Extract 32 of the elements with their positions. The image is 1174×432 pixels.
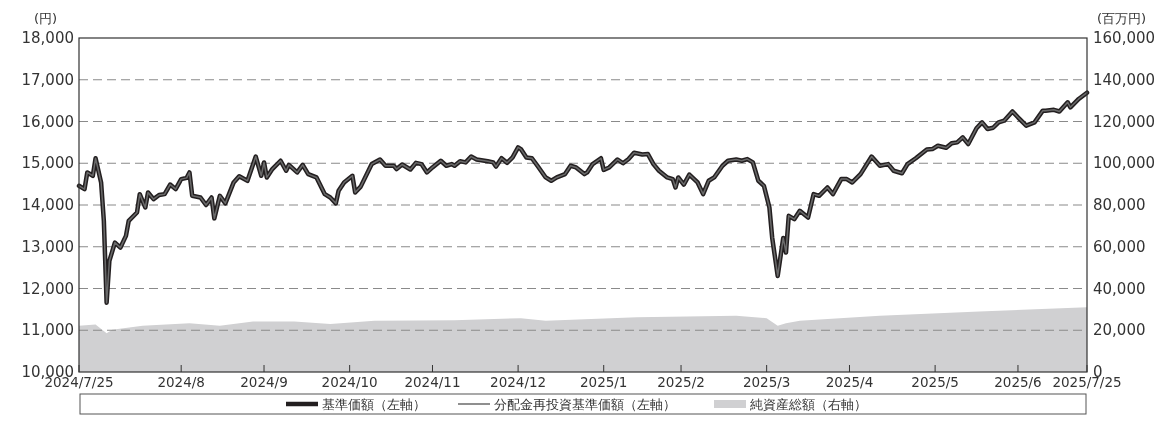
- y-tick-label: 11,000: [21, 321, 74, 340]
- y2-tick-label: 160,000: [1093, 29, 1156, 47]
- legend-label: 基準価額（左軸）: [322, 397, 426, 412]
- x-tick-label: 2025/1: [579, 374, 628, 390]
- y-tick-label: 18,000: [21, 29, 74, 47]
- legend-label: 純資産総額（右軸）: [750, 397, 867, 412]
- y2-tick-label: 140,000: [1093, 70, 1156, 89]
- y2-axis-title: (百万円): [1097, 11, 1147, 26]
- y-tick-label: 14,000: [21, 196, 74, 214]
- x-tick-label: 2024/8: [157, 374, 205, 390]
- y-tick-label: 13,000: [21, 237, 74, 256]
- y-tick-label: 16,000: [21, 112, 74, 131]
- x-tick-label: 2024/10: [321, 374, 378, 390]
- legend-label: 分配金再投資基準価額（左軸）: [494, 397, 676, 412]
- x-tick-label: 2024/9: [240, 374, 288, 390]
- y2-tick-label: 100,000: [1093, 154, 1156, 173]
- y2-tick-label: 120,000: [1093, 112, 1156, 131]
- x-tick-label: 2025/2: [657, 374, 705, 390]
- y-tick-label: 17,000: [21, 70, 74, 89]
- y2-tick-label: 80,000: [1093, 196, 1146, 214]
- y-tick-label: 12,000: [21, 279, 74, 298]
- y-tick-label: 15,000: [21, 154, 74, 173]
- x-tick-label: 2024/12: [490, 374, 547, 390]
- y2-tick-label: 40,000: [1093, 279, 1146, 298]
- x-tick-label: 2025/6: [994, 374, 1042, 390]
- y2-tick-label: 20,000: [1093, 321, 1146, 340]
- y-axis-title: (円): [34, 11, 58, 26]
- x-tick-label: 2025/5: [911, 374, 959, 390]
- y2-tick-label: 60,000: [1093, 237, 1146, 256]
- x-tick-label: 2024/11: [404, 374, 461, 390]
- x-tick-label: 2025/4: [825, 374, 874, 390]
- x-tick-label: 2025/3: [742, 374, 791, 390]
